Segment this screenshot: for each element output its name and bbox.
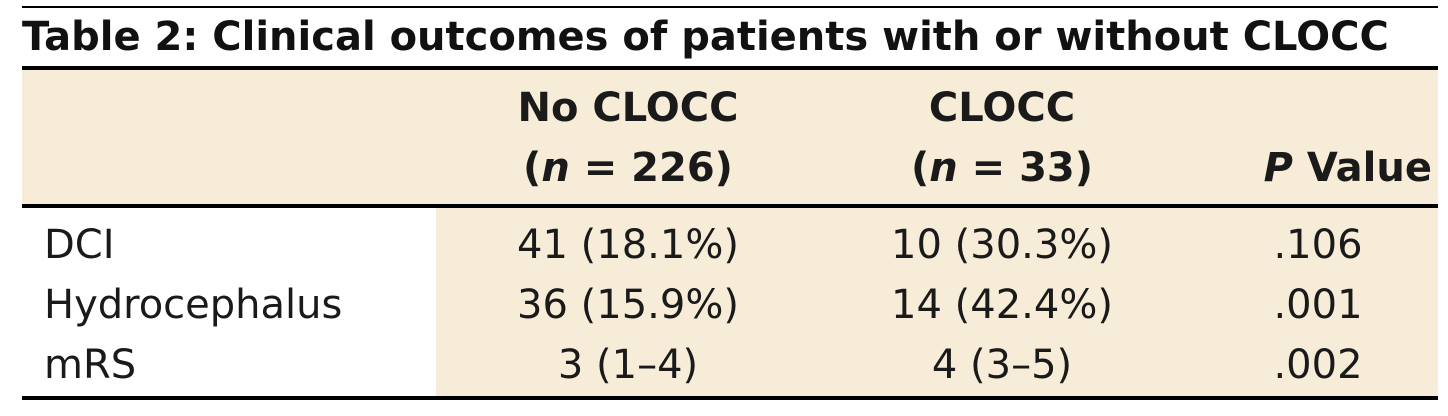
cell-p-value: .002 [1273,342,1363,388]
table-bottom-rule [22,396,1438,400]
header-clocc-label: CLOCC [928,85,1076,131]
table-body-label-band [22,208,436,398]
header-no-clocc: No CLOCC (n = 226) [478,78,778,198]
cell-p-value: .106 [1273,222,1363,268]
table-title: Table 2: Clinical outcomes of patients w… [22,14,1389,60]
table-row: DCI 41 (18.1%) 10 (30.3%) .106 [22,214,1438,276]
row-label: DCI [44,222,115,268]
row-label: mRS [44,342,137,388]
cell-no-clocc: 3 (1–4) [557,342,699,388]
outcomes-table: No CLOCC (n = 226) CLOCC (n = 33) P Valu… [22,66,1438,402]
header-no-clocc-label: No CLOCC [517,85,739,131]
header-no-clocc-n: (n = 226) [523,145,733,191]
table-body-band [436,208,1438,398]
cell-no-clocc: 36 (15.9%) [517,282,739,328]
table-row: Hydrocephalus 36 (15.9%) 14 (42.4%) .001 [22,274,1438,336]
table-row: mRS 3 (1–4) 4 (3–5) .002 [22,334,1438,396]
cell-clocc: 4 (3–5) [931,342,1073,388]
cell-p-value: .001 [1273,282,1363,328]
row-label: Hydrocephalus [44,282,343,328]
header-p-rest: Value [1292,145,1432,191]
header-divider-rule [22,204,1438,208]
header-clocc-n: (n = 33) [910,145,1094,191]
cell-no-clocc: 41 (18.1%) [517,222,739,268]
header-p-var: P [1263,145,1293,191]
cell-clocc: 14 (42.4%) [891,282,1113,328]
header-clocc: CLOCC (n = 33) [852,78,1152,198]
table-header-band [22,66,1438,204]
cell-clocc: 10 (30.3%) [891,222,1113,268]
header-p-value: P Value [1212,138,1432,198]
title-top-rule [22,6,1438,8]
